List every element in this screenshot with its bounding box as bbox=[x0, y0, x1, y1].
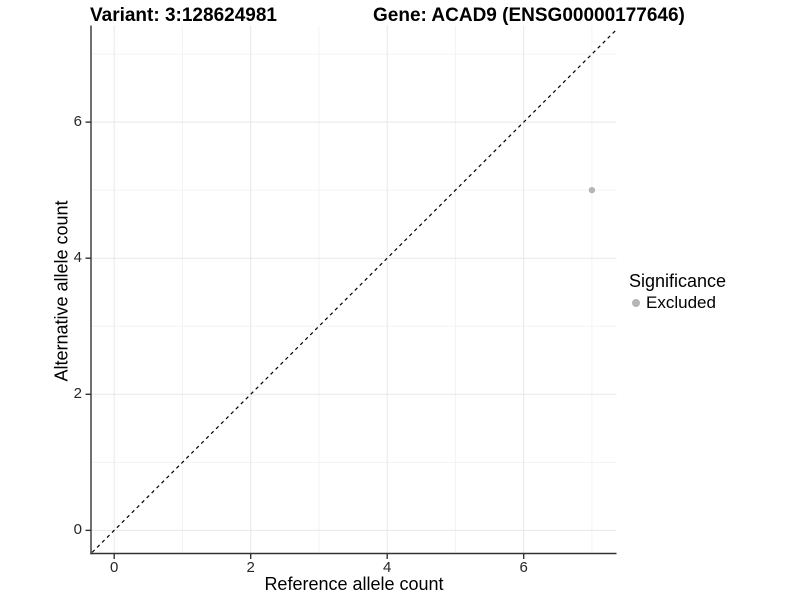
data-point bbox=[588, 186, 596, 194]
x-tick-label: 2 bbox=[246, 559, 255, 576]
legend-item-label: Excluded bbox=[646, 293, 716, 312]
y-tick-label: 6 bbox=[73, 113, 82, 131]
x-tick-label: 4 bbox=[383, 559, 392, 576]
y-axis-title: Alternative allele count bbox=[51, 200, 72, 382]
excluded-circle-icon bbox=[632, 299, 640, 307]
x-axis-title: Reference allele count bbox=[264, 574, 444, 594]
y-tick-label: 4 bbox=[73, 249, 82, 267]
variant-title: Variant: 3:128624981 bbox=[90, 5, 277, 26]
y-tick-label: 0 bbox=[73, 521, 82, 539]
gene-title: Gene: ACAD9 (ENSG00000177646) bbox=[373, 5, 685, 26]
y-tick-label: 2 bbox=[73, 385, 82, 403]
legend-title: Significance bbox=[629, 271, 727, 291]
x-tick-label: 0 bbox=[110, 559, 119, 576]
identity-line bbox=[91, 28, 617, 554]
x-tick-label: 6 bbox=[519, 559, 528, 576]
legend-item-excluded: Excluded bbox=[629, 293, 726, 313]
legend: Significance Excluded bbox=[629, 270, 726, 313]
